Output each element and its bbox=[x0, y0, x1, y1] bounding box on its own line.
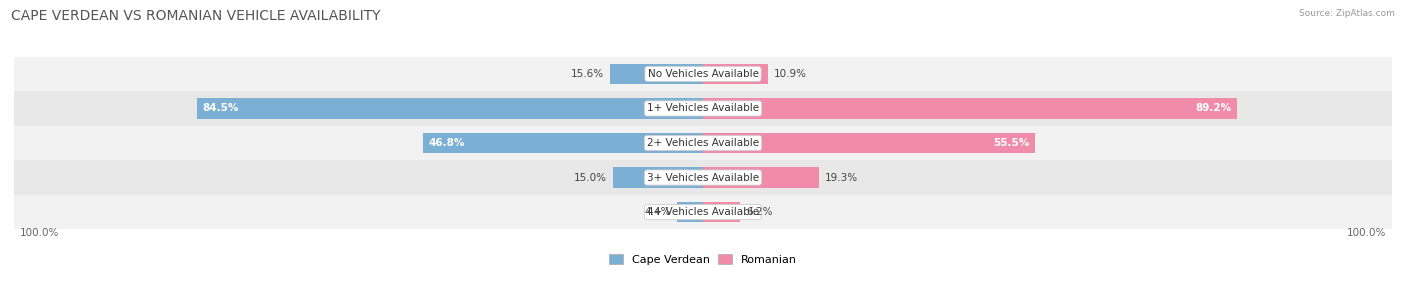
Text: 15.6%: 15.6% bbox=[571, 69, 603, 79]
Bar bbox=[613, 167, 703, 188]
Text: 4+ Vehicles Available: 4+ Vehicles Available bbox=[647, 207, 759, 217]
Text: 6.2%: 6.2% bbox=[747, 207, 773, 217]
Bar bbox=[703, 98, 1237, 119]
Bar bbox=[197, 98, 703, 119]
Text: 4.4%: 4.4% bbox=[644, 207, 671, 217]
Bar bbox=[0, 195, 1406, 229]
Text: 10.9%: 10.9% bbox=[775, 69, 807, 79]
Text: 1+ Vehicles Available: 1+ Vehicles Available bbox=[647, 104, 759, 114]
Text: 100.0%: 100.0% bbox=[20, 229, 59, 239]
Bar bbox=[703, 133, 1035, 153]
Text: 3+ Vehicles Available: 3+ Vehicles Available bbox=[647, 172, 759, 182]
Bar bbox=[703, 202, 740, 223]
Text: 19.3%: 19.3% bbox=[824, 172, 858, 182]
Bar bbox=[703, 167, 818, 188]
Bar bbox=[0, 126, 1406, 160]
Text: CAPE VERDEAN VS ROMANIAN VEHICLE AVAILABILITY: CAPE VERDEAN VS ROMANIAN VEHICLE AVAILAB… bbox=[11, 9, 381, 23]
Text: 46.8%: 46.8% bbox=[429, 138, 465, 148]
Legend: Cape Verdean, Romanian: Cape Verdean, Romanian bbox=[605, 250, 801, 269]
Bar bbox=[0, 91, 1406, 126]
Text: 15.0%: 15.0% bbox=[574, 172, 607, 182]
Text: 2+ Vehicles Available: 2+ Vehicles Available bbox=[647, 138, 759, 148]
Bar bbox=[0, 57, 1406, 91]
Bar bbox=[610, 63, 703, 84]
Bar bbox=[676, 202, 703, 223]
Text: 100.0%: 100.0% bbox=[1347, 229, 1386, 239]
Bar bbox=[0, 160, 1406, 195]
Text: 89.2%: 89.2% bbox=[1195, 104, 1232, 114]
Text: 84.5%: 84.5% bbox=[202, 104, 239, 114]
Bar bbox=[703, 63, 768, 84]
Bar bbox=[423, 133, 703, 153]
Text: Source: ZipAtlas.com: Source: ZipAtlas.com bbox=[1299, 9, 1395, 17]
Text: No Vehicles Available: No Vehicles Available bbox=[648, 69, 758, 79]
Text: 55.5%: 55.5% bbox=[993, 138, 1029, 148]
